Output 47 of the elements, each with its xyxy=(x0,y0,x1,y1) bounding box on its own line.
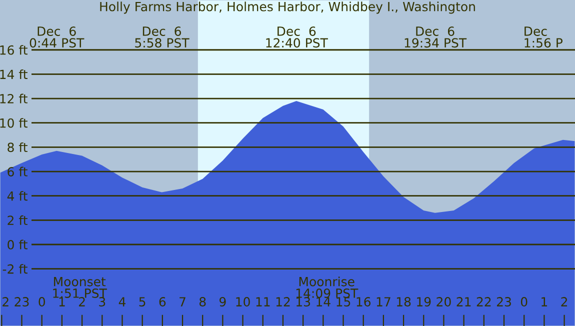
annotation: Moonrise 14:09 PST xyxy=(296,276,358,298)
x-tick-label: 2 xyxy=(78,297,85,306)
y-tick-label: 0 ft xyxy=(8,240,28,250)
y-tick-label: 6 ft xyxy=(8,166,28,176)
x-tick-label: 14 xyxy=(316,297,330,306)
x-tick-label: 6 xyxy=(159,297,166,307)
y-tick-label: 12 ft xyxy=(0,94,28,104)
x-tick-label: 1 xyxy=(59,297,65,306)
x-tick-label: 21 xyxy=(456,297,471,306)
x-tick-label: 4 xyxy=(118,297,126,306)
x-tick-label: 3 xyxy=(99,297,106,307)
x-tick-label: 7 xyxy=(180,297,186,306)
x2-tick-label: Dec 6 12:40 PST xyxy=(266,26,328,48)
x-tick-label: 16 xyxy=(356,297,371,307)
x-tick-label: 8 xyxy=(199,297,206,307)
x-tick-label: 13 xyxy=(296,297,310,307)
x-tick-label: 23 xyxy=(14,297,29,307)
y-tick-label: 2 ft xyxy=(8,215,28,225)
x-tick-label: 11 xyxy=(256,297,270,306)
chart-title: Holly Farms Harbor, Holmes Harbor, Whidbey I., Washington xyxy=(100,2,475,14)
y-tick-label: 8 ft xyxy=(8,142,28,152)
y-tick-label: 4 ft xyxy=(7,191,28,201)
x-tick-label: 19 xyxy=(417,297,431,307)
x-tick-label: 2 xyxy=(561,297,568,306)
x-tick-label: 0 xyxy=(520,297,528,307)
x-tick-label: 18 xyxy=(396,297,411,307)
y-tick-label: 16 ft xyxy=(0,45,28,55)
x-tick-label: 10 xyxy=(236,297,250,307)
y-tick-label: -2 ft xyxy=(2,264,28,274)
x-tick-label: 1 xyxy=(542,297,548,306)
x2-tick-label: Dec 1:56 P xyxy=(524,26,563,48)
y-tick-label: 10 ft xyxy=(0,118,28,128)
x-tick-label: 5 xyxy=(139,297,146,307)
x-tick-label: 20 xyxy=(436,297,451,307)
x-tick-label: 15 xyxy=(336,297,350,307)
y-tick-label: 14 ft xyxy=(0,69,28,79)
x-tick-label: 17 xyxy=(376,297,390,306)
x2-tick-label: Dec 6 5:58 PST xyxy=(135,26,190,48)
x-tick-label: 9 xyxy=(220,297,226,307)
x2-tick-label: Dec 6 19:34 PST xyxy=(404,26,467,48)
x-tick-label: 22 xyxy=(476,297,491,306)
x2-tick-label: Dec 6 0:44 PST xyxy=(30,26,84,48)
x-tick-label: 23 xyxy=(496,297,511,307)
x-tick-label: 2 xyxy=(2,297,8,306)
x-tick-label: 12 xyxy=(276,297,290,306)
annotation: Moonset 1:51 PST xyxy=(53,277,107,298)
x-tick-label: 0 xyxy=(38,297,46,307)
